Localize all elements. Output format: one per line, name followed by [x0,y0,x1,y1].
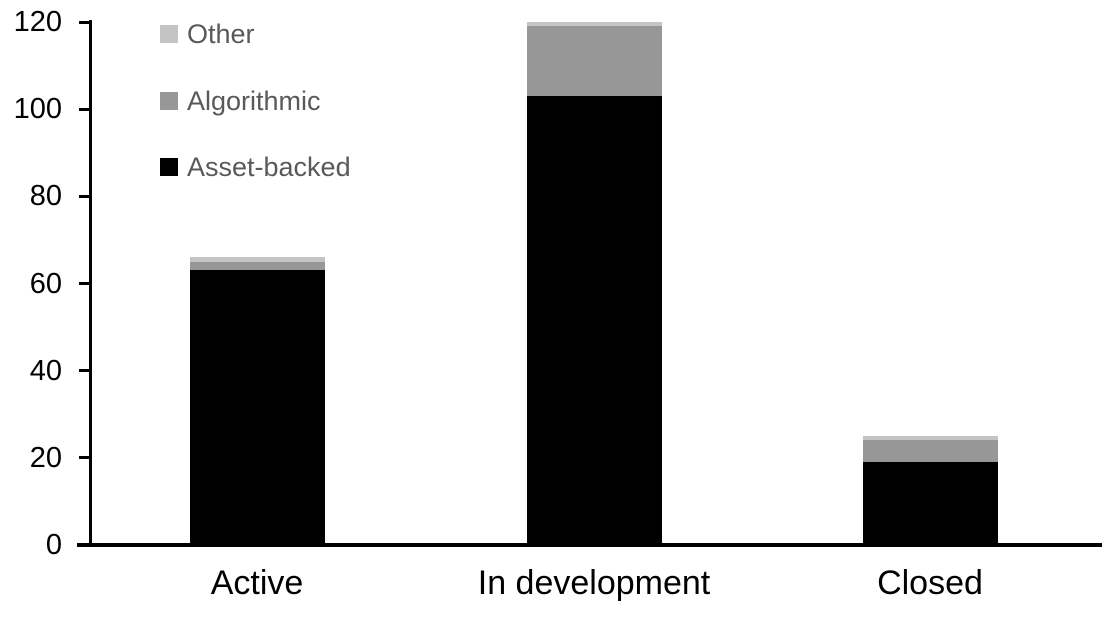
legend-item-algorithmic: Algorithmic [160,85,321,116]
category-label: Active [210,564,304,602]
bar-segment-in-development-algorithmic [526,26,662,97]
y-tick-mark [79,20,92,24]
legend-item-asset-backed: Asset-backed [160,152,351,182]
y-tick-label: 40 [29,354,62,387]
category-label: In development [477,564,711,602]
legend-label: Algorithmic [187,85,321,116]
legend-swatch-icon [160,91,178,110]
legend-swatch-icon [160,158,178,176]
y-tick-mark [79,369,92,373]
y-tick-label: 100 [13,93,62,126]
y-tick-label: 60 [29,267,62,300]
category-label: Closed [877,564,983,602]
x-axis-line [77,543,1102,547]
bar-segment-in-development-other [526,22,662,27]
y-tick-label: 20 [29,441,62,474]
y-tick-mark [79,282,92,285]
y-tick-mark [79,107,92,111]
bar-segment-active-asset-backed [189,270,325,545]
bar-segment-active-other [189,257,325,262]
legend-label: Other [187,19,255,49]
y-tick-mark [79,543,92,547]
y-tick-label: 0 [45,529,62,561]
legend-item-other: Other [160,19,255,49]
bar-segment-closed-asset-backed [862,462,998,545]
y-tick-label: 80 [29,180,62,213]
y-tick-label: 120 [13,6,62,38]
bar-segment-active-algorithmic [189,261,325,271]
legend-label: Asset-backed [187,152,351,182]
legend-swatch-icon [160,25,178,43]
y-tick-mark [79,194,92,198]
bar-segment-in-development-asset-backed [526,96,662,545]
bar-segment-closed-algorithmic [862,440,998,463]
y-tick-mark [79,456,92,460]
bar-segment-closed-other [862,436,998,441]
